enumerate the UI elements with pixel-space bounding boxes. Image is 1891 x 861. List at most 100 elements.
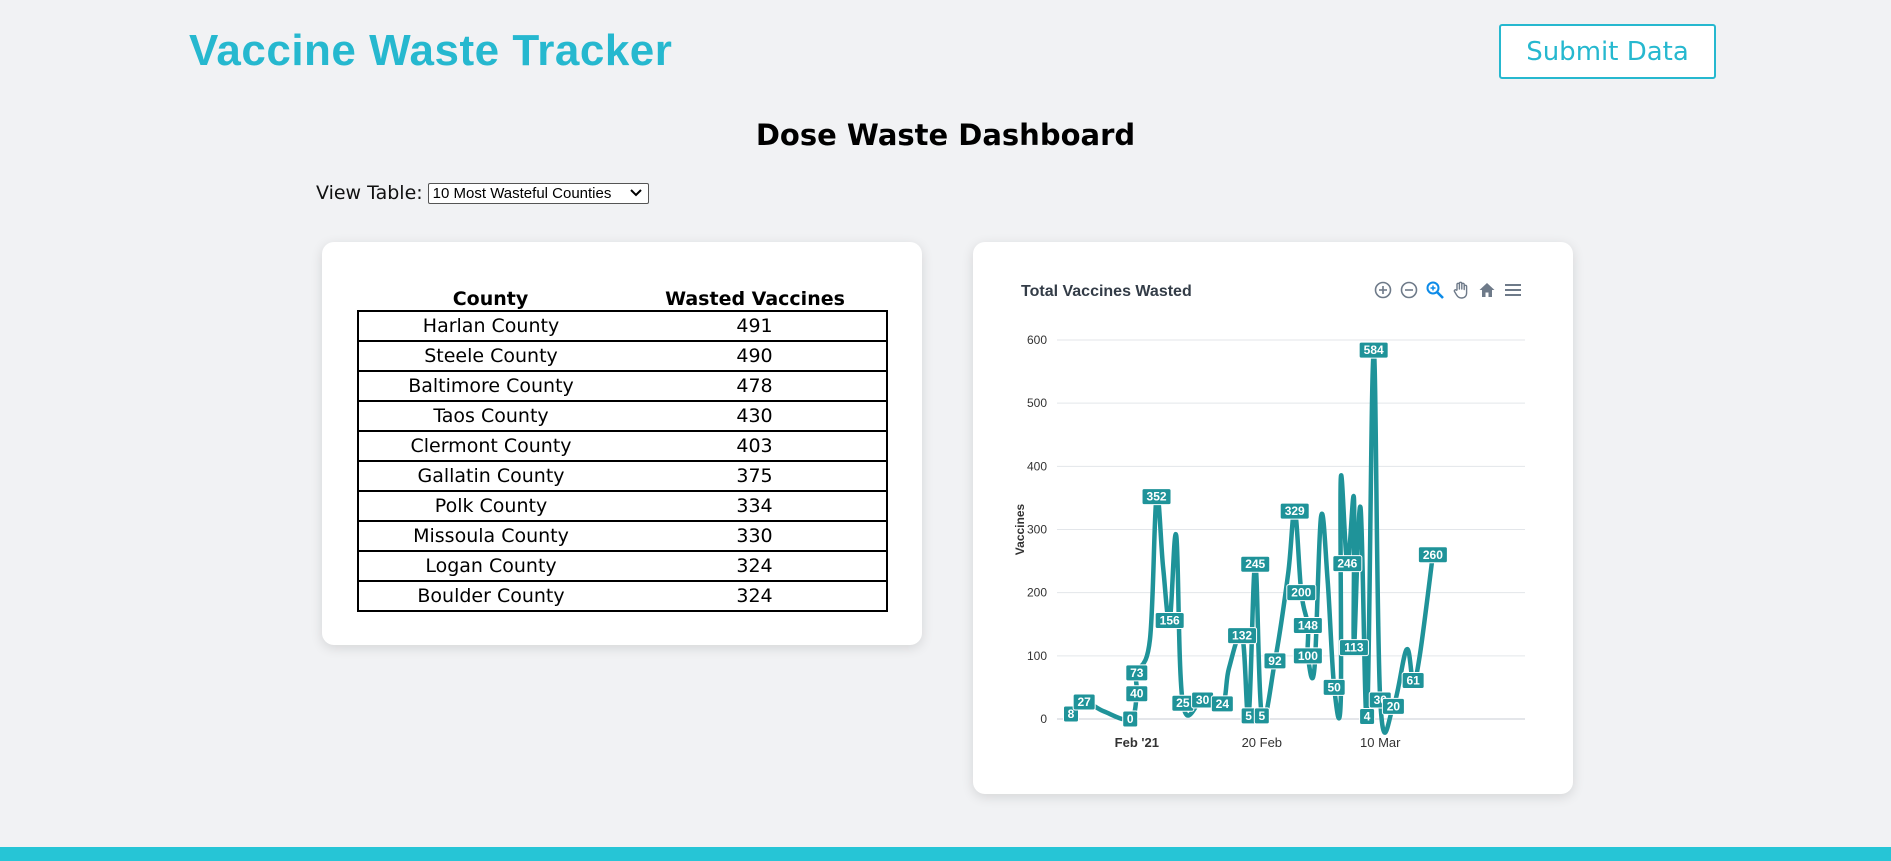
pan-hand-icon[interactable] (1451, 280, 1471, 300)
data-label-box (1279, 502, 1310, 520)
data-label-box (1122, 710, 1139, 728)
data-label: 245 (1245, 557, 1265, 571)
data-label-box (1401, 671, 1425, 689)
zoom-in-icon[interactable] (1373, 280, 1393, 300)
y-tick-label: 600 (1027, 333, 1047, 347)
wasted-cell: 330 (623, 520, 888, 552)
y-tick-label: 400 (1027, 459, 1047, 473)
data-label-box (1292, 647, 1323, 665)
chevron-down-icon (629, 189, 642, 197)
view-table-selected-value: 10 Most Wasteful Counties (432, 184, 612, 202)
data-label-box (1210, 695, 1234, 713)
zoom-select-icon[interactable] (1425, 280, 1445, 300)
series-line (1068, 347, 1436, 735)
data-label: 24 (1216, 697, 1230, 711)
data-label-box (1125, 664, 1149, 682)
wasted-cell: 490 (623, 340, 888, 372)
table-header-row: County Wasted Vaccines (358, 282, 887, 311)
view-table-control: View Table: 10 Most Wasteful Counties (316, 182, 649, 204)
wasted-cell: 430 (623, 400, 888, 432)
data-label-box (1358, 341, 1389, 359)
app-logo-title[interactable]: Vaccine Waste Tracker (189, 26, 673, 75)
data-label-box (1227, 627, 1258, 645)
submit-data-button[interactable]: Submit Data (1499, 24, 1716, 79)
data-label: 8 (1068, 707, 1075, 721)
data-label-box (1322, 678, 1346, 696)
data-label: 30 (1196, 693, 1210, 707)
county-cell: Steele County (357, 340, 623, 372)
data-label-box (1359, 707, 1376, 725)
table-row: Taos County 430 (357, 400, 888, 432)
data-label: 5 (1258, 709, 1265, 723)
column-header-county: County (452, 288, 529, 310)
chart-toolbar (1373, 280, 1523, 300)
data-label: 246 (1337, 557, 1357, 571)
table-row: Logan County 324 (357, 550, 888, 582)
data-label: 73 (1130, 666, 1144, 680)
data-label: 92 (1268, 654, 1282, 668)
data-label-box (1154, 611, 1185, 629)
table-row: Steele County 490 (357, 340, 888, 372)
data-label-box (1263, 652, 1287, 670)
data-label-box (1381, 697, 1405, 715)
data-label: 0 (1127, 712, 1134, 726)
data-label: 4 (1364, 709, 1371, 723)
data-label: 132 (1232, 629, 1252, 643)
table-row: Clermont County 403 (357, 430, 888, 462)
y-tick-label: 100 (1027, 649, 1047, 663)
wasted-cell: 334 (623, 490, 888, 522)
table-row: Baltimore County 478 (357, 370, 888, 402)
wasted-cell: 375 (623, 460, 888, 492)
county-cell: Clermont County (357, 430, 623, 462)
county-cell: Gallatin County (357, 460, 623, 492)
data-label-box (1141, 488, 1172, 506)
data-label: 100 (1298, 649, 1318, 663)
zoom-out-icon[interactable] (1399, 280, 1419, 300)
county-cell: Logan County (357, 550, 623, 582)
county-table-card: County Wasted Vaccines Harlan County 491 … (322, 242, 922, 645)
menu-icon[interactable] (1503, 280, 1523, 300)
data-label-box (1338, 639, 1369, 657)
data-label: 352 (1147, 490, 1167, 504)
view-table-select[interactable]: 10 Most Wasteful Counties (427, 182, 649, 204)
wasted-cell: 491 (623, 310, 888, 342)
county-cell: Taos County (357, 400, 623, 432)
data-label-box (1286, 584, 1317, 602)
data-label: 61 (1406, 673, 1420, 687)
data-label: 5 (1245, 709, 1252, 723)
y-tick-label: 200 (1027, 586, 1047, 600)
column-header-wasted: Wasted Vaccines (665, 288, 845, 310)
data-label-box (1072, 693, 1096, 711)
wasted-cell: 403 (623, 430, 888, 462)
county-cell: Harlan County (357, 310, 623, 342)
wasted-cell: 478 (623, 370, 888, 402)
y-axis-label: Vaccines (1013, 503, 1027, 555)
view-table-label: View Table: (316, 182, 423, 204)
x-tick-label: 20 Feb (1242, 735, 1282, 750)
y-tick-label: 500 (1027, 396, 1047, 410)
data-label: 50 (1328, 680, 1342, 694)
data-label-box (1253, 707, 1270, 725)
county-waste-table: County Wasted Vaccines Harlan County 491 … (357, 282, 888, 612)
data-label: 584 (1364, 343, 1384, 357)
county-cell: Polk County (357, 490, 623, 522)
table-row: Missoula County 330 (357, 520, 888, 552)
page-title: Dose Waste Dashboard (755, 118, 1136, 152)
data-label-box (1332, 555, 1363, 573)
table-row: Harlan County 491 (357, 310, 888, 342)
footer-bar (0, 847, 1891, 861)
x-tick-label: 10 Mar (1360, 735, 1401, 750)
data-label: 148 (1298, 619, 1318, 633)
chart-title: Total Vaccines Wasted (1021, 283, 1192, 300)
data-label-box (1292, 617, 1323, 635)
data-label-box (1240, 555, 1271, 573)
table-row: Polk County 334 (357, 490, 888, 522)
vaccine-chart-card: Total Vaccines Wasted 0 100 200 300 400 500 60… (973, 242, 1573, 794)
data-label: 27 (1077, 695, 1091, 709)
x-tick-label: Feb '21 (1115, 735, 1159, 750)
waste-line-chart: 0 100 200 300 400 500 600 Vaccines Feb '21 20 Feb… (1013, 333, 1525, 750)
y-tick-label: 300 (1027, 523, 1047, 537)
data-label: 113 (1344, 641, 1364, 655)
home-icon[interactable] (1477, 280, 1497, 300)
table-row: Boulder County 324 (357, 580, 888, 612)
